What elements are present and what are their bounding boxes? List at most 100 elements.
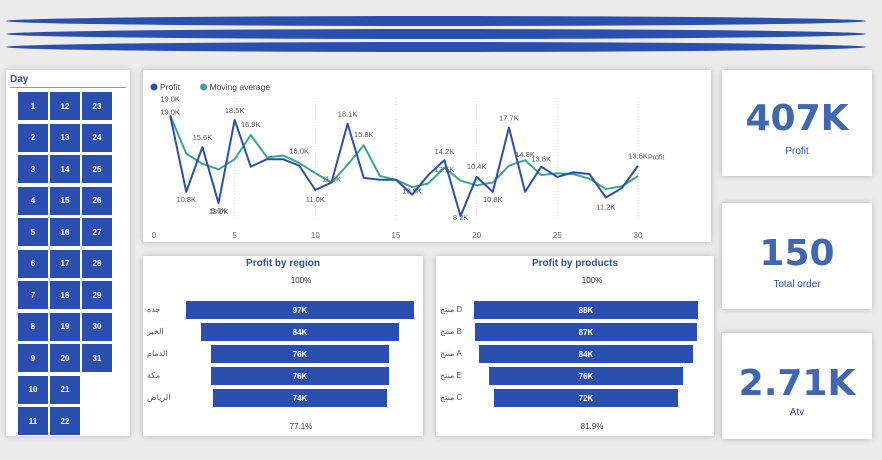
day-button-27[interactable]: 27: [82, 218, 112, 246]
data-label: 14.2K: [435, 147, 455, 156]
data-label: 11.8K: [322, 175, 341, 184]
funnel-bar[interactable]: 76K: [489, 367, 683, 385]
funnel-bar[interactable]: 87K: [475, 323, 697, 341]
day-button-12[interactable]: 12: [50, 92, 80, 120]
data-label: 11.0K: [306, 195, 325, 204]
funnel-bar[interactable]: 76K: [210, 345, 390, 363]
day-button-18[interactable]: 18: [50, 281, 80, 309]
data-label: 13.0K: [209, 207, 229, 216]
profit-line-chart-card: Profit Moving average Profit 19.0K 19.0K 10…: [143, 70, 711, 242]
data-label: 13.6K: [628, 152, 648, 161]
banner-stripe: [6, 42, 866, 52]
funnel-bar[interactable]: 74K: [213, 389, 387, 407]
day-button-23[interactable]: 23: [82, 92, 112, 120]
funnel-category-label: منتج D: [440, 305, 463, 314]
profit-by-products-card: Profit by products 100% 81.9% منتج D 88K م…: [436, 256, 714, 436]
funnel-category-label: الرياض: [147, 393, 171, 402]
day-button-13[interactable]: 13: [50, 123, 80, 152]
kpi-profit-label: Profit: [785, 146, 809, 157]
day-button-31[interactable]: 31: [82, 344, 112, 372]
kpi-card-profit: 407K Profit: [722, 70, 872, 176]
day-button-11[interactable]: 11: [18, 407, 48, 435]
region-top-percent: 100%: [290, 276, 312, 285]
funnel-bar[interactable]: 72K: [494, 389, 678, 407]
data-label: 11.2K: [596, 202, 615, 211]
data-label: 10.8K: [483, 195, 503, 204]
banner-stripe: [6, 29, 866, 39]
day-button-9[interactable]: 9: [18, 344, 48, 372]
kpi-atv-label: Atv: [789, 407, 805, 418]
day-button-3[interactable]: 3: [18, 155, 48, 183]
data-label: 10.8K: [176, 195, 196, 204]
x-tick-label: 25: [553, 231, 562, 240]
data-label: 19.0K: [160, 107, 180, 116]
products-chart-title: Profit by products: [531, 258, 619, 269]
day-button-8[interactable]: 8: [18, 312, 48, 341]
funnel-category-label: الخبر: [147, 327, 164, 336]
legend-marker: [150, 83, 158, 91]
day-button-21[interactable]: 21: [50, 375, 80, 404]
data-label: 17.7K: [499, 113, 519, 122]
funnel-category-label: منتج A: [440, 349, 462, 358]
chart-grid: [234, 98, 639, 220]
funnel-bar[interactable]: 88K: [474, 301, 698, 319]
funnel-bar[interactable]: 84K: [201, 323, 399, 341]
day-button-24[interactable]: 24: [82, 123, 112, 152]
day-button-22[interactable]: 22: [50, 407, 80, 435]
funnel-bar[interactable]: 76K: [210, 367, 390, 385]
day-button-1[interactable]: 1: [18, 92, 48, 120]
day-button-20[interactable]: 20: [50, 344, 80, 372]
x-tick-label: 30: [634, 231, 643, 240]
x-tick-label: 5: [232, 231, 237, 240]
legend-marker: [200, 83, 208, 91]
data-label: 10.4K: [467, 162, 487, 171]
funnel-category-label: منتج C: [440, 393, 463, 402]
data-label: 16.9K: [241, 120, 261, 129]
series-end-label: Profit: [648, 155, 664, 162]
x-axis-ticks: 0 5 10 15 20 25 30: [152, 231, 643, 240]
day-button-28[interactable]: 28: [82, 249, 112, 278]
slicer-title: Day: [10, 74, 29, 85]
day-button-4[interactable]: 4: [18, 186, 48, 215]
region-chart-title: Profit by region: [246, 258, 320, 269]
day-slicer: Day 1 2 3 4 5 6 7 8 9 10 11 12 13 14 15 16 17 18 19 20 21 22 2…: [6, 70, 130, 436]
data-label: 13.5K: [435, 165, 455, 174]
funnel-category-label: منتج B: [440, 327, 462, 336]
day-button-29[interactable]: 29: [82, 281, 112, 309]
x-tick-label: 15: [392, 231, 401, 240]
x-tick-label: 20: [472, 231, 481, 240]
legend-label: Profit: [160, 82, 180, 92]
series-line: [169, 114, 639, 191]
day-button-30[interactable]: 30: [82, 312, 112, 341]
chart-lines: Profit: [169, 114, 664, 218]
kpi-card-total-order: 150 Total order: [722, 203, 872, 309]
data-label: 8.2K: [453, 213, 468, 222]
day-button-16[interactable]: 16: [50, 218, 80, 246]
kpi-atv-value: 2.71K: [738, 363, 856, 404]
day-button-19[interactable]: 19: [50, 312, 80, 341]
funnel-category-label: جدة: [147, 305, 161, 314]
data-label: 10.5K: [402, 187, 422, 196]
kpi-profit-value: 407K: [745, 98, 849, 139]
data-label: 9.6K: [211, 206, 226, 215]
kpi-total-order-label: Total order: [773, 279, 821, 290]
data-label: 18.5K: [225, 106, 245, 115]
day-button-2[interactable]: 2: [18, 123, 48, 152]
day-button-25[interactable]: 25: [82, 155, 112, 183]
profit-line-chart: Profit Moving average Profit 19.0K 19.0K 10…: [150, 82, 664, 240]
banner-stripe: [6, 16, 866, 26]
funnel-bar[interactable]: 97K: [186, 301, 414, 319]
funnel-bar[interactable]: 84K: [479, 345, 693, 363]
day-button-17[interactable]: 17: [50, 249, 80, 278]
day-button-7[interactable]: 7: [18, 281, 48, 309]
day-button-10[interactable]: 10: [18, 375, 48, 404]
funnel-category-label: الدمام: [147, 349, 168, 358]
profit-by-region-card: Profit by region 100% 77.1% جدة 97K الخبر 8…: [143, 256, 423, 436]
day-button-15[interactable]: 15: [50, 186, 80, 215]
day-button-26[interactable]: 26: [82, 186, 112, 215]
data-label: 16.0K: [289, 147, 309, 156]
slicer-divider: [10, 87, 126, 88]
day-button-6[interactable]: 6: [18, 249, 48, 278]
day-button-14[interactable]: 14: [50, 155, 80, 183]
day-button-5[interactable]: 5: [18, 218, 48, 246]
